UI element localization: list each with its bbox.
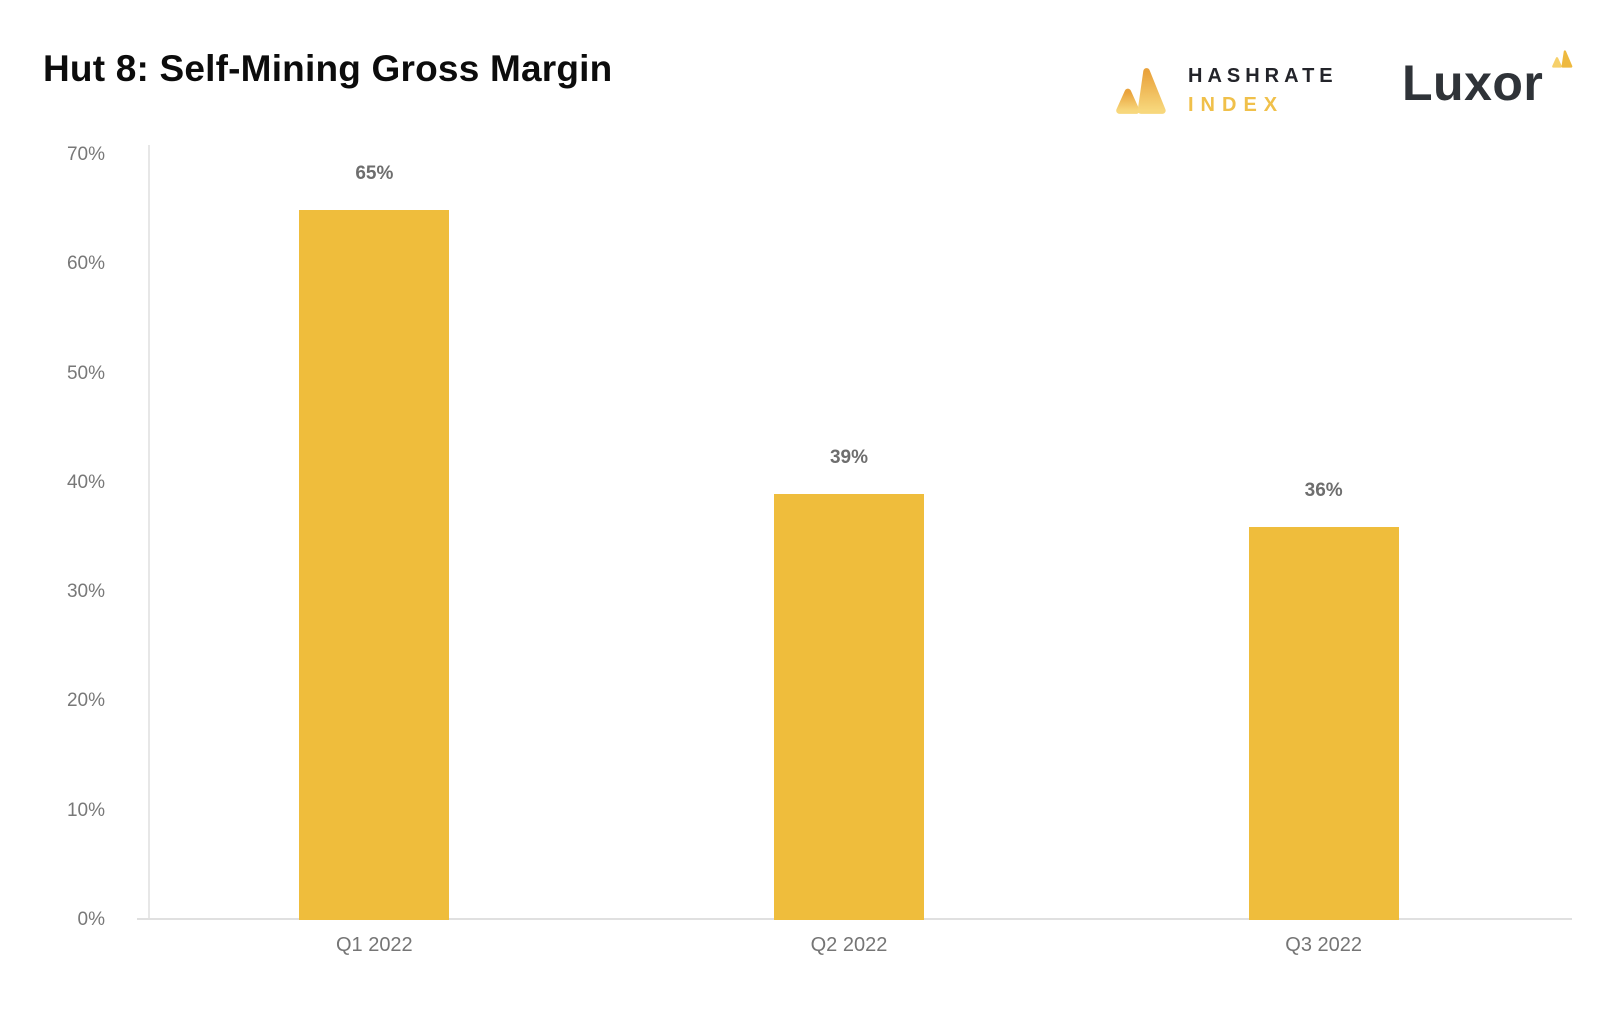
hashrate-index-logo: HASHRATE INDEX bbox=[1112, 62, 1338, 120]
y-tick-label: 0% bbox=[77, 909, 105, 930]
y-tick-label: 20% bbox=[66, 690, 105, 712]
y-tick-label: 70% bbox=[66, 144, 105, 165]
bar-value-label: 39% bbox=[829, 446, 869, 468]
luxor-logo: Luxor bbox=[1402, 50, 1573, 111]
bar-value-label: 36% bbox=[1304, 479, 1343, 501]
bar-value-label: 65% bbox=[355, 162, 394, 184]
y-tick-label: 40% bbox=[66, 471, 105, 493]
y-tick-label: 50% bbox=[66, 362, 105, 384]
y-tick-label: 10% bbox=[66, 799, 105, 821]
luxor-logo-icon bbox=[1552, 50, 1573, 68]
y-tick-label: 60% bbox=[66, 253, 105, 275]
luxor-wordmark: Luxor bbox=[1402, 55, 1544, 111]
bar-q3-2022 bbox=[1248, 526, 1399, 920]
y-axis-line bbox=[148, 145, 150, 920]
y-tick-label: 30% bbox=[66, 581, 105, 603]
x-category-label: Q2 2022 bbox=[810, 934, 888, 956]
page-title: Hut 8: Self-Mining Gross Margin bbox=[43, 48, 613, 89]
x-category-label: Q1 2022 bbox=[335, 934, 413, 956]
bar-q1-2022 bbox=[299, 209, 450, 920]
bar-q2-2022 bbox=[774, 493, 924, 920]
hashrate-index-logo-icon bbox=[1116, 68, 1166, 114]
hashrate-wordmark-line: HASHRATE bbox=[1188, 65, 1338, 87]
x-category-label: Q3 2022 bbox=[1285, 934, 1363, 956]
hashrate-index-wordmark: HASHRATE INDEX bbox=[1188, 62, 1338, 120]
index-wordmark-line: INDEX bbox=[1188, 94, 1285, 116]
